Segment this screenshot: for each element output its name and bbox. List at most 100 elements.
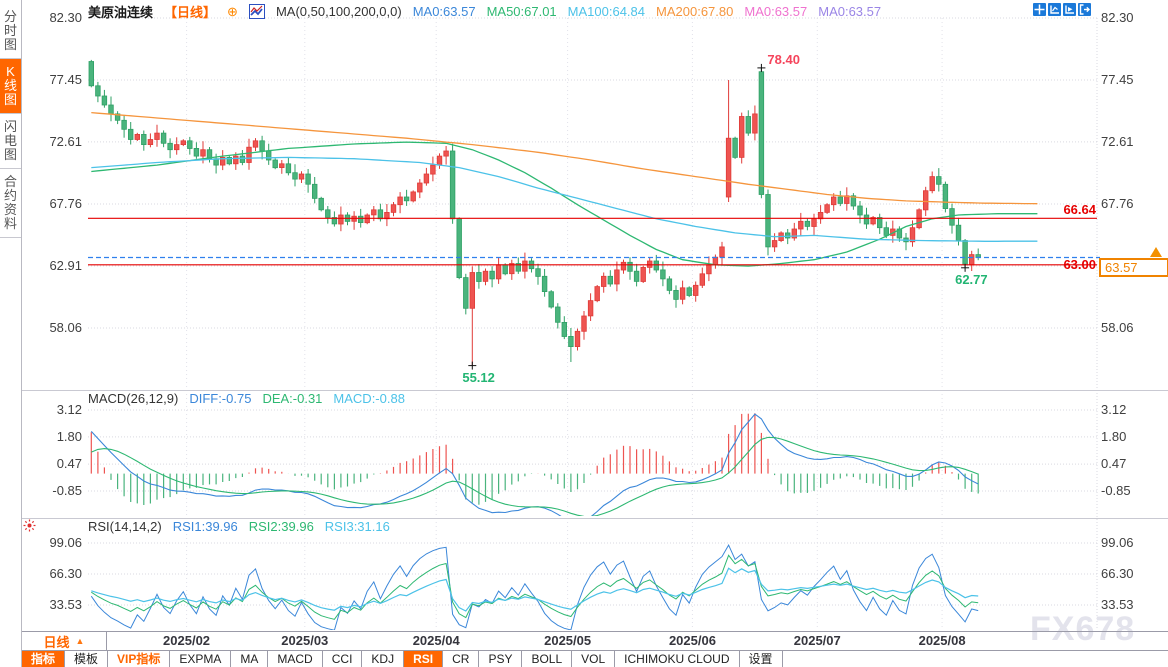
hline-label-66.64: 66.64 [1063, 202, 1096, 218]
period-selector-label: 日线 [43, 634, 70, 650]
toolbar-tab-模板[interactable]: 模板 [65, 651, 109, 667]
toolbar-tab-VIP指标[interactable]: VIP指标 [108, 651, 171, 667]
toolbar-tab-KDJ[interactable]: KDJ [362, 651, 405, 667]
ma-value: MA0:63.57 [818, 4, 882, 19]
price-tick-right: 82.30 [1101, 10, 1134, 25]
ma-value: MA0:63.57 [744, 4, 808, 19]
rsi-panel-divider[interactable] [22, 518, 1168, 519]
rsi-tick-left: 33.53 [49, 597, 82, 612]
candlestick-chart-canvas[interactable] [0, 0, 1168, 631]
macd-value: DEA:-0.31 [262, 391, 323, 406]
sidebar-tab-合约资料[interactable]: 合约资料 [0, 169, 21, 238]
toolbar-tab-PSY[interactable]: PSY [479, 651, 523, 667]
date-label-2025/02: 2025/02 [163, 633, 211, 648]
price-tick-left: 77.45 [49, 72, 82, 88]
date-label-2025/04: 2025/04 [412, 633, 460, 648]
macd-panel-divider[interactable] [22, 390, 1168, 391]
ma-value: MA100:64.84 [567, 4, 646, 19]
macd-formula: MACD(26,12,9) [88, 391, 179, 406]
symbol-title: 美原油连续 [88, 5, 154, 20]
price-tick-right: 72.61 [1101, 133, 1134, 149]
date-label-2025/05: 2025/05 [544, 633, 592, 648]
fx678-watermark: FX678 [1030, 610, 1136, 648]
price-tick-right: 58.06 [1101, 320, 1134, 335]
toolbar-tab-设置[interactable]: 设置 [740, 651, 783, 667]
chart-type-sidebar: 分时图 K线图 闪电图 合约资料 [0, 0, 22, 667]
sidebar-tab-K线图[interactable]: K线图 [0, 59, 21, 114]
rsi-tick-right: 99.06 [1101, 535, 1134, 550]
rsi-tick-left: 99.06 [49, 535, 82, 550]
rsi-tick-right: 66.30 [1101, 566, 1134, 581]
date-label-2025/03: 2025/03 [281, 633, 329, 648]
macd-tick-right: 0.47 [1101, 456, 1127, 472]
period-selector-button[interactable]: 日线 ▲ [22, 632, 107, 650]
crosshair-tool-icon[interactable] [1033, 3, 1046, 16]
macd-tick-right: 3.12 [1101, 402, 1127, 417]
toolbar-tab-CCI[interactable]: CCI [323, 651, 363, 667]
toolbar-tab-EXPMA[interactable]: EXPMA [170, 651, 232, 667]
macd-header: MACD(26,12,9) DIFF:-0.75 DEA:-0.31 MACD:-0… [88, 391, 405, 406]
toolbar-tab-ICHIMOKU CLOUD[interactable]: ICHIMOKU CLOUD [615, 651, 740, 667]
rsi-value: RSI3:31.16 [324, 519, 390, 534]
toolbar-tab-RSI[interactable]: RSI [404, 651, 444, 667]
rsi-tick-left: 66.30 [49, 566, 82, 581]
price-annotation-62.77: 62.77 [955, 271, 988, 287]
rsi-value: RSI1:39.96 [172, 519, 238, 534]
indicator-toolbar: 指标 模板 VIP指标 EXPMA MA MACD CCI KDJ RSI CR PSY BOLL VO… [0, 650, 1168, 667]
macd-value: MACD:-0.88 [333, 391, 405, 406]
rsi-values: RSI1:39.96 RSI2:39.96 RSI3:31.16 [173, 519, 390, 534]
macd-tick-left: 3.12 [56, 402, 82, 417]
macd-value: DIFF:-0.75 [189, 391, 252, 406]
axis-range-icon[interactable] [1048, 3, 1061, 16]
macd-tick-left: 1.80 [56, 428, 82, 444]
rsi-value: RSI2:39.96 [248, 519, 314, 534]
toolbar-tab-指标[interactable]: 指标 [22, 651, 66, 667]
ma-value: MA200:67.80 [656, 4, 734, 19]
sidebar-tab-分时图[interactable]: 分时图 [0, 4, 21, 59]
chart-tools [1033, 3, 1091, 16]
period-tag: 【日线】 [164, 5, 217, 20]
macd-tick-right: -0.85 [1101, 482, 1131, 498]
macd-tick-left: 0.47 [56, 456, 82, 472]
rsi-header: RSI(14,14,2) RSI1:39.96 RSI2:39.96 RSI3:31… [88, 519, 390, 534]
price-tick-left: 62.91 [49, 257, 82, 273]
toolbar-tab-CR[interactable]: CR [443, 651, 480, 667]
price-tick-left: 82.30 [49, 10, 82, 25]
price-annotation-78.40: 78.40 [767, 51, 800, 67]
collapse-panel-icon[interactable] [1078, 3, 1091, 16]
axis-scale-icon[interactable] [1063, 3, 1076, 16]
date-label-2025/08: 2025/08 [918, 633, 966, 648]
date-label-2025/06: 2025/06 [668, 633, 716, 648]
toolbar-tab-MA[interactable]: MA [231, 651, 269, 667]
rsi-alert-icon[interactable] [23, 519, 36, 537]
rsi-formula: RSI(14,14,2) [88, 519, 162, 534]
add-indicator-icon[interactable]: ⊕ [227, 3, 238, 19]
ma-values: MA0:63.57 MA50:67.01 MA100:64.84 MA200:67.8… [413, 4, 881, 19]
macd-tick-left: -0.85 [52, 482, 82, 498]
ma-value: MA0:63.57 [412, 4, 476, 19]
price-up-arrow-icon [1150, 247, 1162, 258]
price-annotation-55.12: 55.12 [462, 369, 495, 385]
main-chart-header: 美原油连续 【日线】 ⊕ MA(0,50,100,200,0,0) MA0:63… [88, 2, 881, 21]
price-tick-right: 77.45 [1101, 72, 1134, 88]
hline-label-63.00: 63.00 [1063, 256, 1096, 272]
price-tick-left: 58.06 [49, 320, 82, 335]
time-axis-row: 日线 ▲ [0, 631, 1168, 650]
ma-value: MA50:67.01 [486, 4, 557, 19]
toolbar-tab-MACD[interactable]: MACD [268, 651, 323, 667]
toolbar-tab-VOL[interactable]: VOL [572, 651, 616, 667]
rsi-tick-right: 33.53 [1101, 597, 1134, 612]
date-label-2025/07: 2025/07 [793, 633, 841, 648]
sidebar-tab-闪电图[interactable]: 闪电图 [0, 114, 21, 169]
price-tick-left: 72.61 [49, 133, 82, 149]
macd-tick-right: 1.80 [1101, 428, 1127, 444]
price-tick-right: 67.76 [1101, 195, 1134, 211]
toolbar-tab-BOLL[interactable]: BOLL [522, 651, 573, 667]
macd-values: DIFF:-0.75 DEA:-0.31 MACD:-0.88 [189, 391, 405, 406]
mini-chart-icon[interactable] [248, 4, 265, 19]
price-tick-left: 67.76 [49, 195, 82, 211]
ma-formula: MA(0,50,100,200,0,0) [275, 4, 402, 19]
last-price-badge: 63.57 [1099, 258, 1168, 278]
period-dropdown-arrow-icon: ▲ [75, 636, 85, 646]
